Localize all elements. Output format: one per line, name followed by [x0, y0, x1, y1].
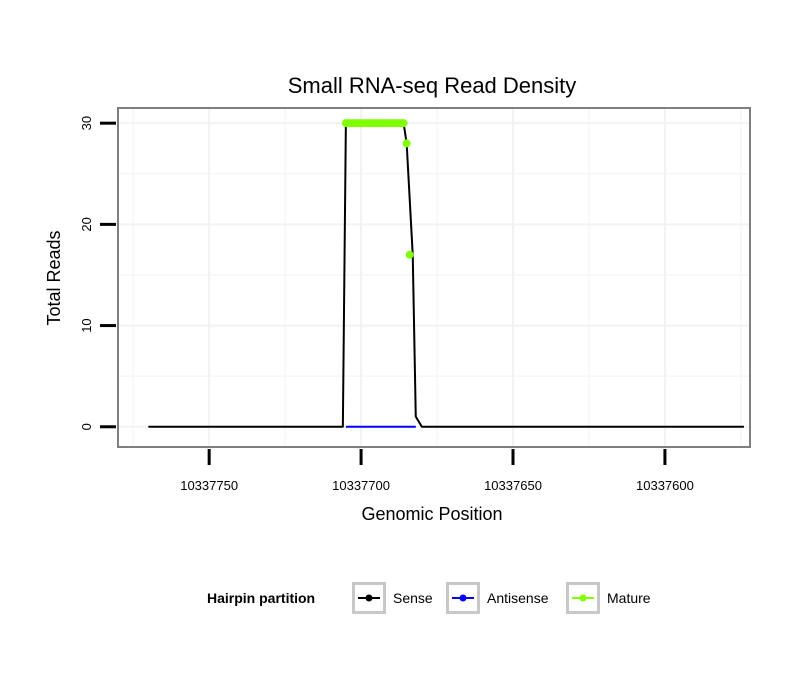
- legend-entry-sense: Sense: [352, 582, 433, 614]
- legend-key-point: [459, 594, 467, 602]
- plot-area: [117, 107, 751, 448]
- x-axis: 10337750 10337700 10337650 10337600: [180, 449, 694, 493]
- plot-panel: [118, 108, 750, 447]
- legend-entry-antisense: Antisense: [446, 582, 549, 614]
- y-tick-label: 10: [79, 318, 94, 332]
- data-point-mature: [405, 250, 414, 259]
- legend-title: Hairpin partition: [207, 590, 315, 606]
- legend-label-sense: Sense: [393, 590, 433, 606]
- legend-label-mature: Mature: [607, 590, 651, 606]
- legend-label-antisense: Antisense: [487, 590, 549, 606]
- x-axis-title: Genomic Position: [361, 504, 502, 524]
- legend-key-point: [579, 594, 587, 602]
- legend-entries: Sense Antisense Mature: [352, 582, 651, 614]
- series-layer: [148, 119, 744, 428]
- data-point-mature: [402, 139, 411, 148]
- plot-border: [117, 107, 751, 448]
- y-tick-label: 0: [79, 423, 94, 430]
- series-mature: [341, 119, 414, 259]
- y-axis-title: Total Reads: [44, 230, 64, 325]
- y-axis: 0 10 20 30: [79, 116, 116, 430]
- y-tick-label: 30: [79, 116, 94, 130]
- legend-key-point: [365, 594, 373, 602]
- y-tick-label: 20: [79, 217, 94, 231]
- grid-lines: [118, 108, 750, 447]
- legend-entry-mature: Mature: [566, 582, 651, 614]
- x-tick-label: 10337700: [332, 478, 390, 493]
- x-tick-label: 10337750: [180, 478, 238, 493]
- x-tick-label: 10337650: [484, 478, 542, 493]
- x-tick-label: 10337600: [636, 478, 694, 493]
- data-point-mature: [399, 119, 408, 128]
- chart-title: Small RNA-seq Read Density: [288, 73, 577, 98]
- legend: Hairpin partition Sense Antisense Mature: [207, 582, 651, 614]
